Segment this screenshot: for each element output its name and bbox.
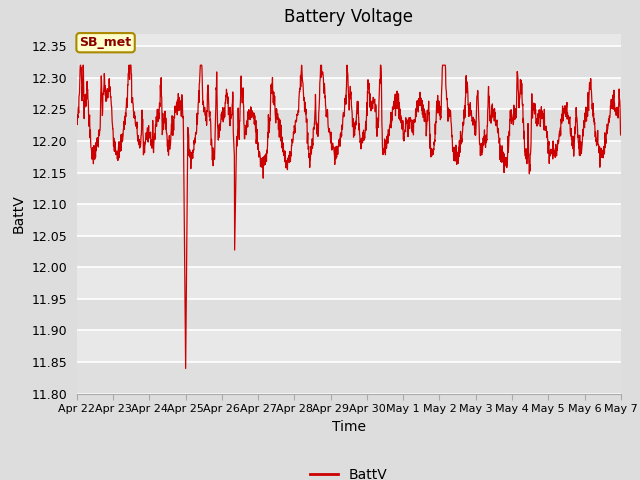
Bar <box>77 299 621 330</box>
Bar <box>77 172 621 204</box>
Bar <box>77 204 621 236</box>
Bar <box>77 267 621 299</box>
Bar <box>77 46 621 78</box>
Title: Battery Voltage: Battery Voltage <box>284 9 413 26</box>
Legend: BattV: BattV <box>305 462 393 480</box>
X-axis label: Time: Time <box>332 420 366 433</box>
Bar <box>77 362 621 394</box>
Bar <box>77 141 621 172</box>
Bar <box>77 330 621 362</box>
Y-axis label: BattV: BattV <box>12 194 26 233</box>
Bar <box>77 109 621 141</box>
Bar <box>77 236 621 267</box>
Bar <box>77 78 621 109</box>
Text: SB_met: SB_met <box>79 36 132 49</box>
